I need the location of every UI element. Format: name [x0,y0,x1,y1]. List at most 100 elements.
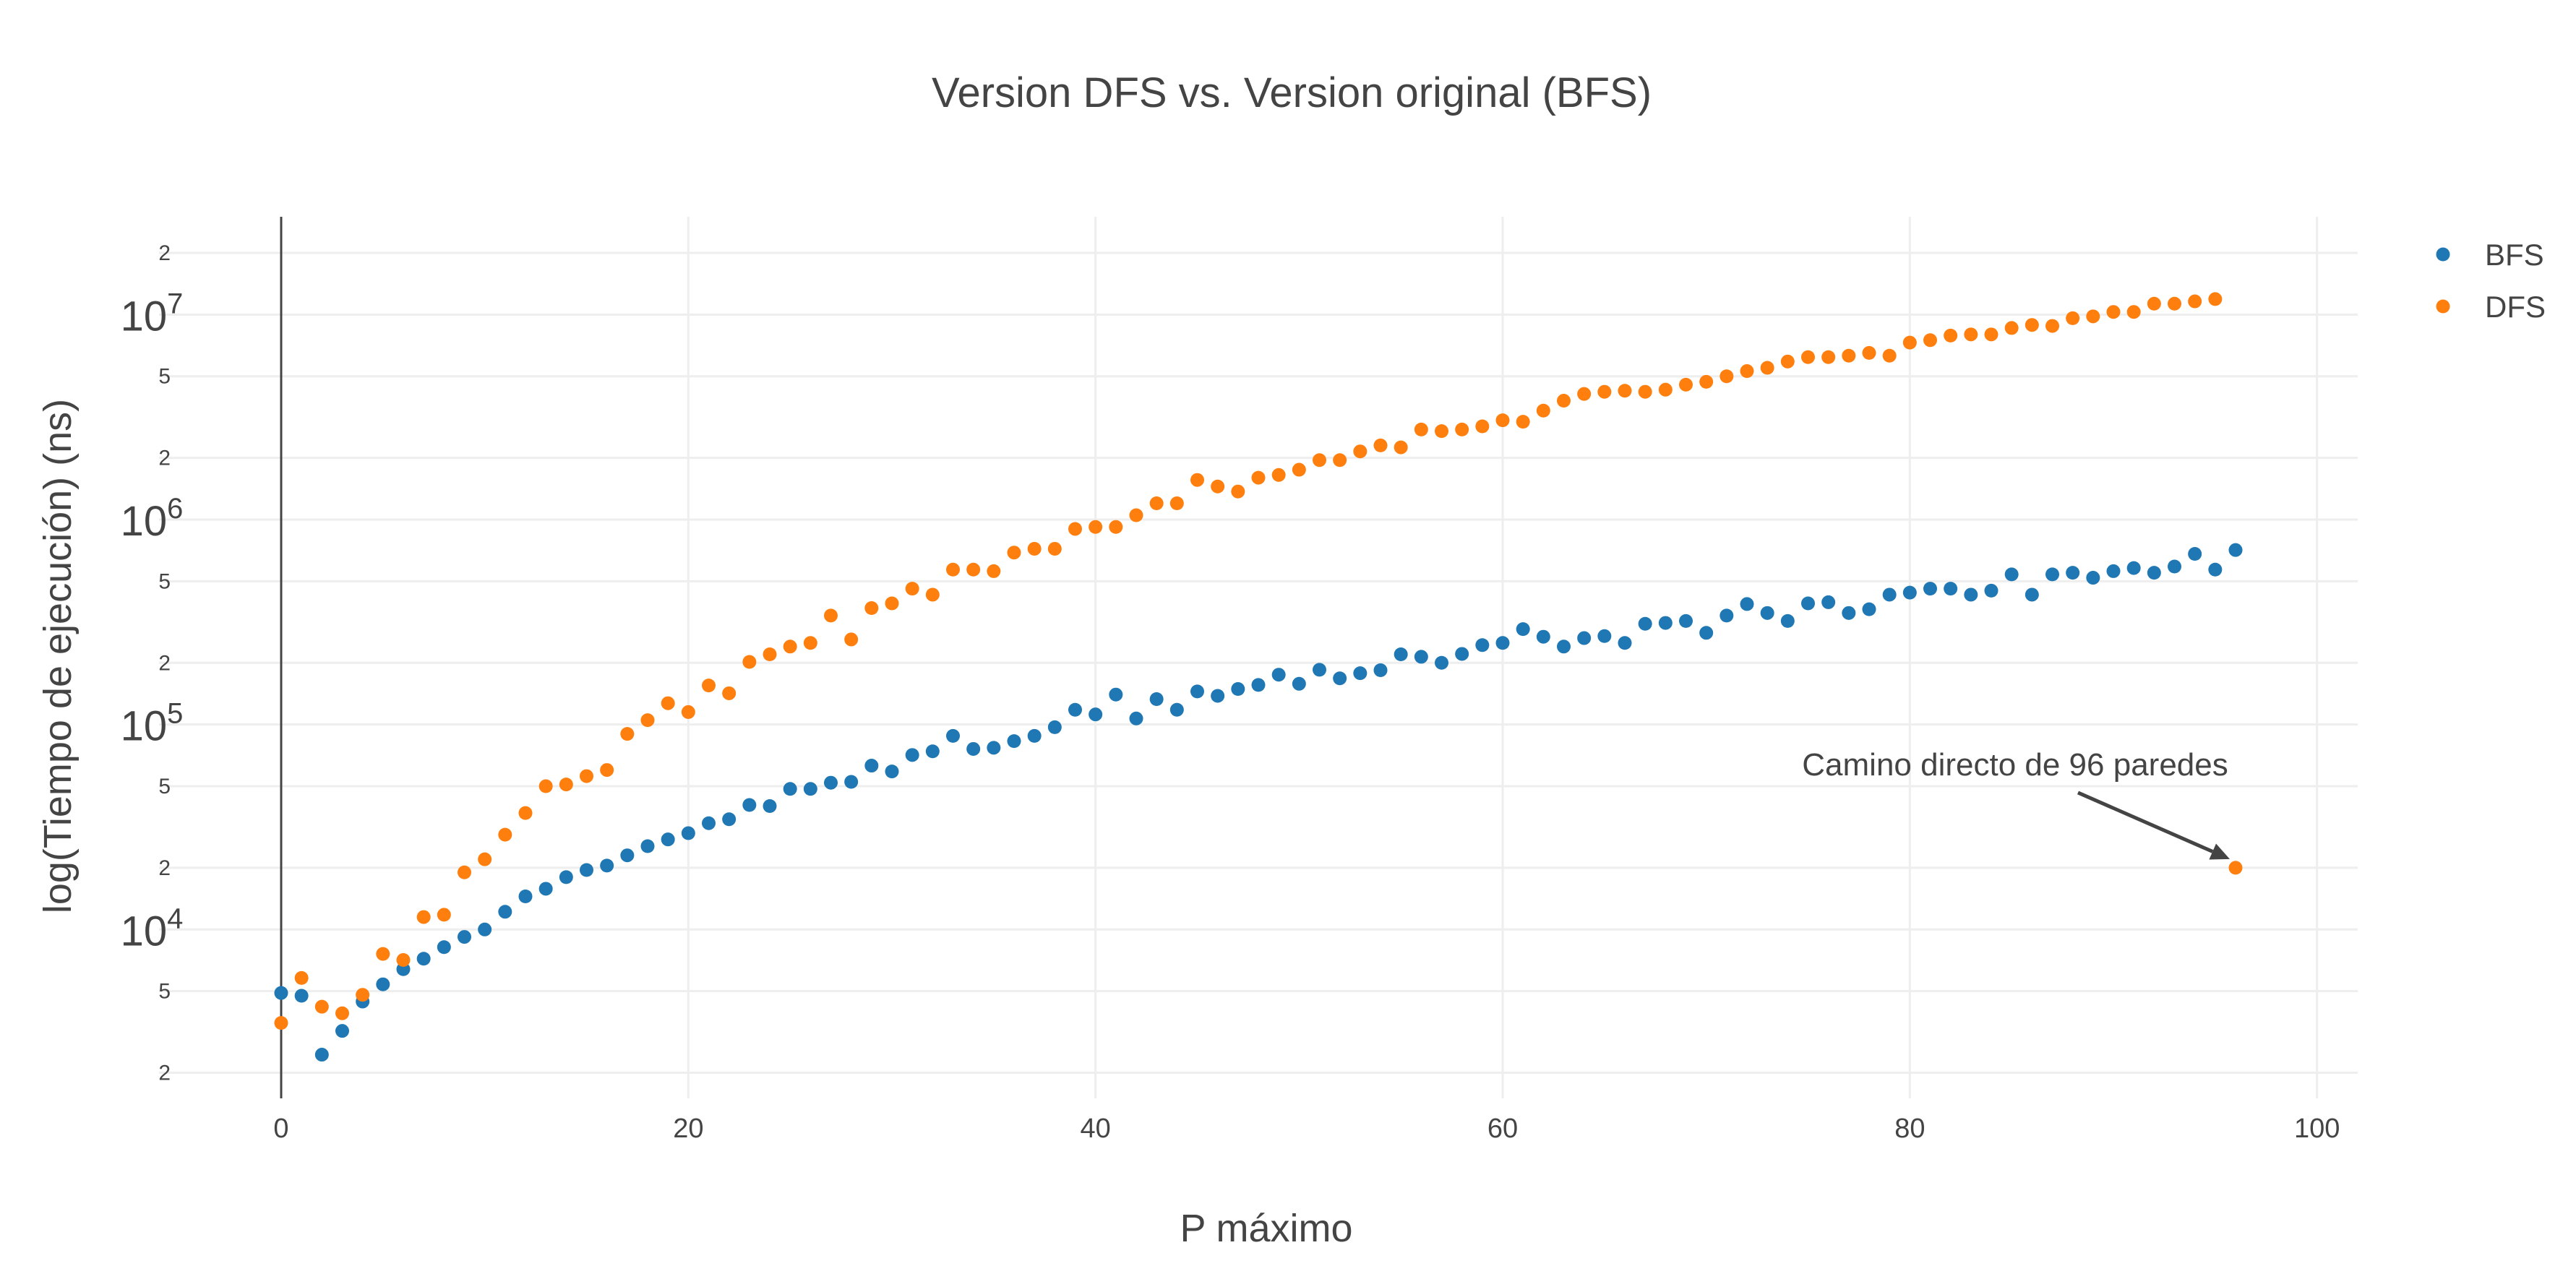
bfs-point [458,930,471,944]
dfs-point [600,763,614,778]
dfs-point [722,686,737,700]
dfs-point [1658,382,1673,397]
dfs-point [1068,522,1082,536]
dfs-point [1231,484,1245,499]
bfs-point [1373,663,1388,678]
bfs-point [702,816,716,830]
bfs-point [742,798,757,812]
bfs-point [274,986,288,1000]
dfs-point [885,596,899,611]
dfs-point [1923,333,1937,348]
y-tick-base: 10 [121,293,168,340]
bfs-point [1089,707,1103,722]
bfs-point [966,741,981,756]
bfs-point [1740,597,1754,611]
bfs-point [905,748,919,762]
bfs-point [763,799,777,814]
bfs-point [1923,582,1937,596]
dfs-point [1557,394,1571,408]
chart-title: Version DFS vs. Version original (BFS) [932,69,1652,116]
y-minor-tick-label: 2 [158,447,171,470]
bfs-point [1557,640,1571,654]
dfs-point [416,910,431,924]
bfs-point [1882,587,1897,602]
dfs-point [1109,520,1123,534]
bfs-point [1109,687,1123,702]
dfs-point [702,679,716,693]
dfs-point [1720,369,1734,384]
bfs-point [885,765,899,779]
dfs-point [640,713,655,728]
dfs-point [1129,508,1143,522]
bfs-point [1720,608,1734,623]
dfs-point [1333,453,1347,468]
x-tick-label: 40 [1081,1114,1111,1144]
bfs-point [2106,564,2121,578]
bfs-point [1149,692,1164,707]
bfs-point [1414,650,1428,664]
dfs-point [1842,348,1856,363]
bfs-point [314,1048,329,1062]
bfs-point [783,782,797,796]
dfs-point [1435,424,1448,439]
bfs-point [518,890,533,904]
dfs-point [498,827,512,842]
legend-item-dfs[interactable]: DFS [2436,290,2546,324]
bfs-point [1251,678,1266,692]
dfs-point [987,564,1001,578]
dfs-point [1475,419,1490,434]
bfs-point [1047,720,1062,734]
y-minor-tick-label: 5 [158,569,171,593]
legend[interactable]: BFS DFS [2436,238,2546,324]
bfs-point [2188,546,2202,561]
annotation: Camino directo de 96 paredes [1802,747,2230,860]
dfs-point [1211,479,1225,494]
bfs-point [1760,606,1774,620]
y-minor-tick-label: 5 [158,775,171,798]
dfs-point [335,1006,349,1020]
bfs-point [1944,582,1958,596]
y-minor-tick-label: 2 [158,856,171,880]
legend-item-bfs[interactable]: BFS [2436,238,2544,272]
dfs-point [1047,541,1062,556]
y-tick-exponent: 6 [167,493,183,525]
dfs-point [864,600,879,615]
bfs-point [538,882,553,896]
bfs-point [1536,629,1550,644]
dfs-point [1027,541,1042,556]
dfs-point [1577,387,1592,401]
bfs-point [1699,626,1714,640]
dfs-point [2147,296,2161,311]
bfs-point [864,759,879,773]
bfs-point [498,905,512,919]
dfs-point [1760,361,1774,375]
y-major-tick-label: 104 [121,903,184,955]
y-major-tick-label: 106 [121,493,184,545]
bfs-point [1618,636,1632,650]
legend-marker [2436,247,2450,262]
dfs-point [763,647,777,662]
x-tick-label: 60 [1487,1114,1518,1144]
dfs-point [2208,292,2223,306]
bfs-point [335,1024,349,1038]
dfs-point [1373,438,1388,452]
dfs-point [2228,861,2243,875]
dfs-point [925,587,940,602]
dfs-point [376,947,390,961]
dfs-point [1495,413,1510,428]
dfs-point [1597,384,1612,399]
bfs-point [620,848,635,863]
y-tick-base: 10 [121,703,168,750]
dfs-point [1089,520,1103,534]
y-major-tick-label: 105 [121,698,184,750]
bfs-point [1801,596,1815,611]
bfs-point [1027,728,1042,743]
dfs-point [1394,440,1408,455]
dfs-point [437,908,451,922]
dfs-point [742,655,757,669]
dfs-point [2168,296,2181,311]
bfs-point [1231,682,1245,697]
dfs-point [2045,319,2059,333]
bfs-point [1353,666,1368,681]
